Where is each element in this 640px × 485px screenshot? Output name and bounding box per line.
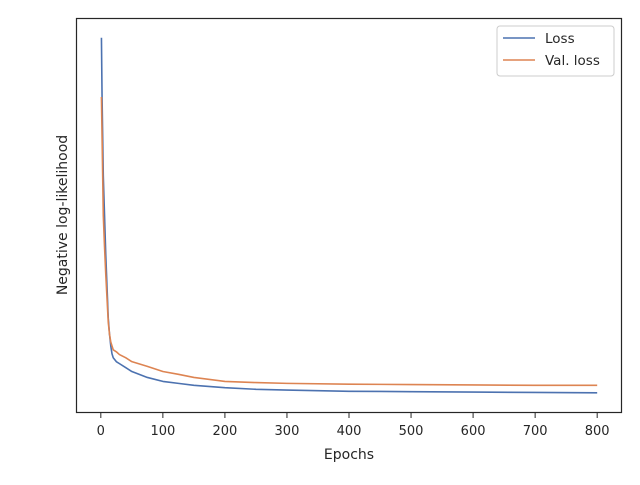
legend: Loss Val. loss (496, 25, 615, 77)
x-tick-label: 100 (150, 424, 175, 439)
x-tick-layer: 0 100 200 300 400 500 600 700 800 (97, 413, 610, 439)
x-tick-label: 200 (212, 424, 237, 439)
x-tick-label: 600 (461, 424, 486, 439)
x-tick-label: 700 (523, 424, 548, 439)
series-layer (100, 37, 598, 394)
plot-frame (75, 17, 623, 414)
x-tick-label: 500 (399, 424, 424, 439)
series-line-0 (100, 37, 598, 394)
y-axis-label: Negative log-likelihood (55, 135, 71, 295)
x-tick-label: 800 (585, 424, 610, 439)
x-tick-label: 300 (275, 424, 300, 439)
legend-label-val-loss: Val. loss (545, 53, 600, 69)
x-tick-label: 0 (97, 424, 105, 439)
x-tick-label: 400 (337, 424, 362, 439)
legend-label-loss: Loss (545, 31, 575, 47)
series-line-1 (100, 96, 598, 387)
x-axis-label: Epochs (324, 447, 374, 463)
